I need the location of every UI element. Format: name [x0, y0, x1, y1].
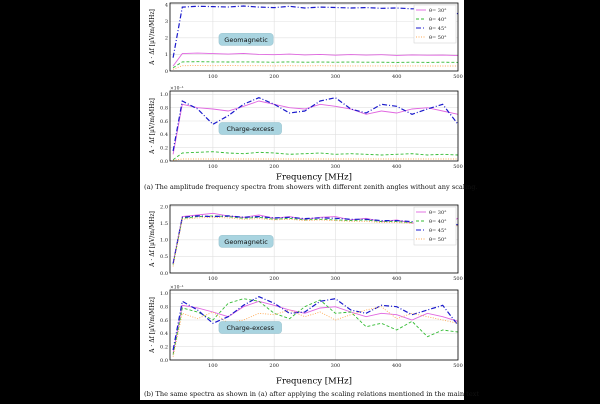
x-tick-label: 500 [453, 164, 463, 170]
series-line-40deg [172, 61, 459, 69]
y-tick-label: 0.4 [160, 132, 168, 138]
y-tick-label: 1.0 [160, 92, 168, 98]
series-line-40deg [172, 298, 459, 355]
y-tick-label: 0.8 [160, 304, 168, 310]
caption-b: (b) The same spectra as shown in (a) aft… [144, 390, 480, 398]
y-tick-label: 1.5 [160, 221, 168, 227]
y-scale-factor: ×10⁻¹ [170, 86, 184, 92]
y-tick-label: 0.0 [160, 358, 168, 364]
y-tick-label: 0.0 [160, 159, 168, 165]
y-tick-label: 3 [165, 19, 168, 25]
series-line-50deg [172, 306, 459, 357]
plot-frame [169, 90, 459, 162]
annotation-label: Charge-excess [226, 125, 274, 133]
y-tick-label: 1 [165, 52, 168, 58]
series-line-45deg [172, 296, 459, 351]
x-tick-label: 200 [269, 276, 279, 282]
chart-panel-b-bottom: 100 200 300 400 500 0.0 0.2 0.4 0.6 0.8 1.0 A · Δf … [149, 285, 463, 387]
y-axis-label: A · Δf [μV/m/MHz] [149, 98, 156, 155]
series-line-45deg [172, 5, 459, 58]
y-tick-label: 0.8 [160, 105, 168, 111]
x-axis-label: Frequency [MHz] [276, 173, 352, 183]
legend-label: θ= 40° [429, 219, 447, 225]
legend-label: θ= 45° [429, 26, 447, 32]
y-axis-label: A · Δf [μV/m/MHz] [149, 297, 156, 354]
plot-frame [169, 204, 459, 274]
y-tick-label: 1.0 [160, 238, 168, 244]
y-scale-factor: ×10⁻¹ [170, 285, 184, 291]
y-tick-label: 2.0 [160, 204, 168, 210]
x-tick-label: 200 [269, 363, 279, 369]
chart-panel-a-bottom: 100 200 300 400 500 0.0 0.2 0.4 0.6 0.8 1.0 A · Δf … [149, 86, 463, 171]
series-line-40deg [172, 151, 459, 161]
figure-svg: 100 200 300 400 500 0 1 2 3 4 A · Δf [μV/m/MHz] Geo… [149, 2, 463, 387]
x-tick-label: 400 [392, 74, 402, 80]
annotation-label: Geomagnetic [224, 36, 268, 44]
x-tick-label: 400 [392, 164, 402, 170]
y-tick-label: 0.6 [160, 119, 168, 125]
y-tick-label: 2 [165, 36, 168, 42]
y-tick-label: 4 [165, 2, 168, 8]
series-line-30deg [172, 300, 459, 354]
y-tick-label: 1.0 [160, 291, 168, 297]
x-tick-label: 100 [208, 276, 218, 282]
plot-background [170, 3, 458, 71]
x-tick-label: 300 [331, 363, 341, 369]
annotation-box [218, 235, 274, 248]
figure-page: 100 200 300 400 500 0 1 2 3 4 A · Δf [μV/m/MHz] Geo… [140, 0, 479, 400]
y-tick-label: 0.0 [160, 271, 168, 277]
y-tick-label: 0 [165, 69, 168, 75]
series-line-30deg [172, 52, 459, 67]
x-tick-label: 500 [453, 276, 463, 282]
x-tick-label: 100 [208, 363, 218, 369]
legend-label: θ= 50° [429, 35, 447, 41]
x-tick-label: 200 [269, 164, 279, 170]
legend-label: θ= 45° [429, 228, 447, 234]
legend-label: θ= 40° [429, 17, 447, 23]
y-axis-label: A · Δf [μV/m/MHz] [149, 9, 156, 66]
series-line-45deg [172, 97, 459, 152]
annotation-box [218, 321, 282, 334]
x-tick-label: 300 [331, 164, 341, 170]
annotation-label: Charge-excess [226, 324, 274, 332]
y-tick-label: 0.2 [160, 344, 168, 350]
y-tick-label: 0.4 [160, 331, 168, 337]
annotation-box [218, 122, 282, 135]
x-tick-label: 400 [392, 363, 402, 369]
series-line-50deg [172, 65, 458, 70]
y-tick-label: 0.2 [160, 145, 168, 151]
legend-label: θ= 50° [429, 237, 447, 243]
x-tick-label: 500 [453, 363, 463, 369]
y-tick-label: 0.6 [160, 318, 168, 324]
legend-label: θ= 30° [429, 8, 447, 14]
legend-label: θ= 30° [429, 210, 447, 216]
chart-panel-b-top: 100 200 300 400 500 0.0 0.5 1.0 1.5 2.0 A · Δf [μV… [149, 204, 463, 282]
x-tick-label: 300 [331, 276, 341, 282]
x-tick-label: 300 [331, 74, 341, 80]
x-tick-label: 100 [208, 74, 218, 80]
y-tick-label: 0.5 [160, 254, 168, 260]
plot-background [170, 91, 458, 161]
plot-background [170, 290, 458, 360]
x-tick-label: 400 [392, 276, 402, 282]
x-tick-label: 200 [269, 74, 279, 80]
x-tick-label: 100 [208, 164, 218, 170]
series-line-45deg [172, 215, 459, 264]
plot-frame [169, 289, 459, 361]
caption-a: (a) The amplitude frequency spectra from… [144, 183, 478, 191]
chart-panel-a-top: 100 200 300 400 500 0 1 2 3 4 A · Δf [μV/m/MHz] Geo… [149, 2, 463, 182]
annotation-label: Geomagnetic [224, 238, 268, 246]
y-axis-label: A · Δf [μV/m/MHz] [149, 211, 156, 268]
x-tick-label: 500 [453, 74, 463, 80]
x-axis-label: Frequency [MHz] [276, 377, 352, 387]
series-line-50deg [172, 216, 459, 267]
annotation-box [218, 33, 274, 46]
plot-frame [169, 2, 459, 72]
